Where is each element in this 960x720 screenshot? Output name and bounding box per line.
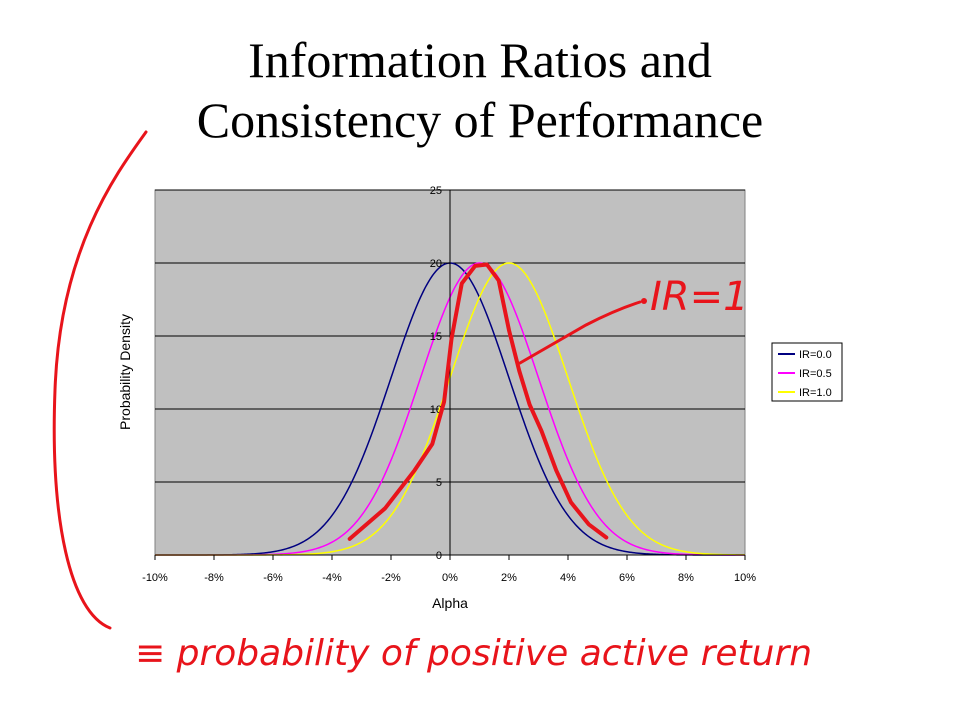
legend-label: IR=0.5: [799, 368, 832, 380]
x-axis-title: Alpha: [432, 595, 468, 611]
x-tick-label: -2%: [381, 572, 401, 584]
legend-label: IR=1.0: [799, 387, 832, 399]
handwritten-annotations: IR=1 ≡ probability of positive active re…: [52, 130, 812, 674]
ink-arrow: [518, 300, 642, 365]
y-tick-label: 25: [430, 185, 442, 197]
y-tick-label: 5: [436, 477, 442, 489]
legend-label: IR=0.0: [799, 349, 832, 361]
x-tick-label: -10%: [142, 572, 168, 584]
x-tick-label: 4%: [560, 572, 576, 584]
x-tick-label: 6%: [619, 572, 635, 584]
x-tick-label: -4%: [322, 572, 342, 584]
slide-title: Information Ratios and Consistency of Pe…: [0, 30, 960, 150]
x-tick-label: 0%: [442, 572, 458, 584]
ink-ir1-curve: [347, 262, 609, 541]
y-tick-label: 0: [436, 550, 442, 562]
y-axis-title: Probability Density: [117, 314, 133, 430]
y-tick-label: 20: [430, 258, 442, 270]
x-tick-label: 2%: [501, 572, 517, 584]
title-line-1: Information Ratios and: [248, 32, 712, 88]
ink-curve-label: IR=1: [650, 274, 749, 320]
x-tick-label: -6%: [263, 572, 283, 584]
x-axis: -10% -8% -6% -4% -2% 0% 2% 4% 6% 8% 10%: [142, 554, 756, 584]
title-line-2: Consistency of Performance: [196, 92, 764, 148]
x-tick-label: 10%: [734, 572, 756, 584]
x-tick-label: -8%: [204, 572, 224, 584]
ink-dot: [641, 298, 647, 304]
ink-footnote: ≡ probability of positive active return: [135, 633, 812, 674]
ink-bracket: [52, 130, 148, 630]
legend: IR=0.0 IR=0.5 IR=1.0: [771, 342, 843, 402]
y-tick-label: 15: [430, 331, 442, 343]
x-tick-label: 8%: [678, 572, 694, 584]
